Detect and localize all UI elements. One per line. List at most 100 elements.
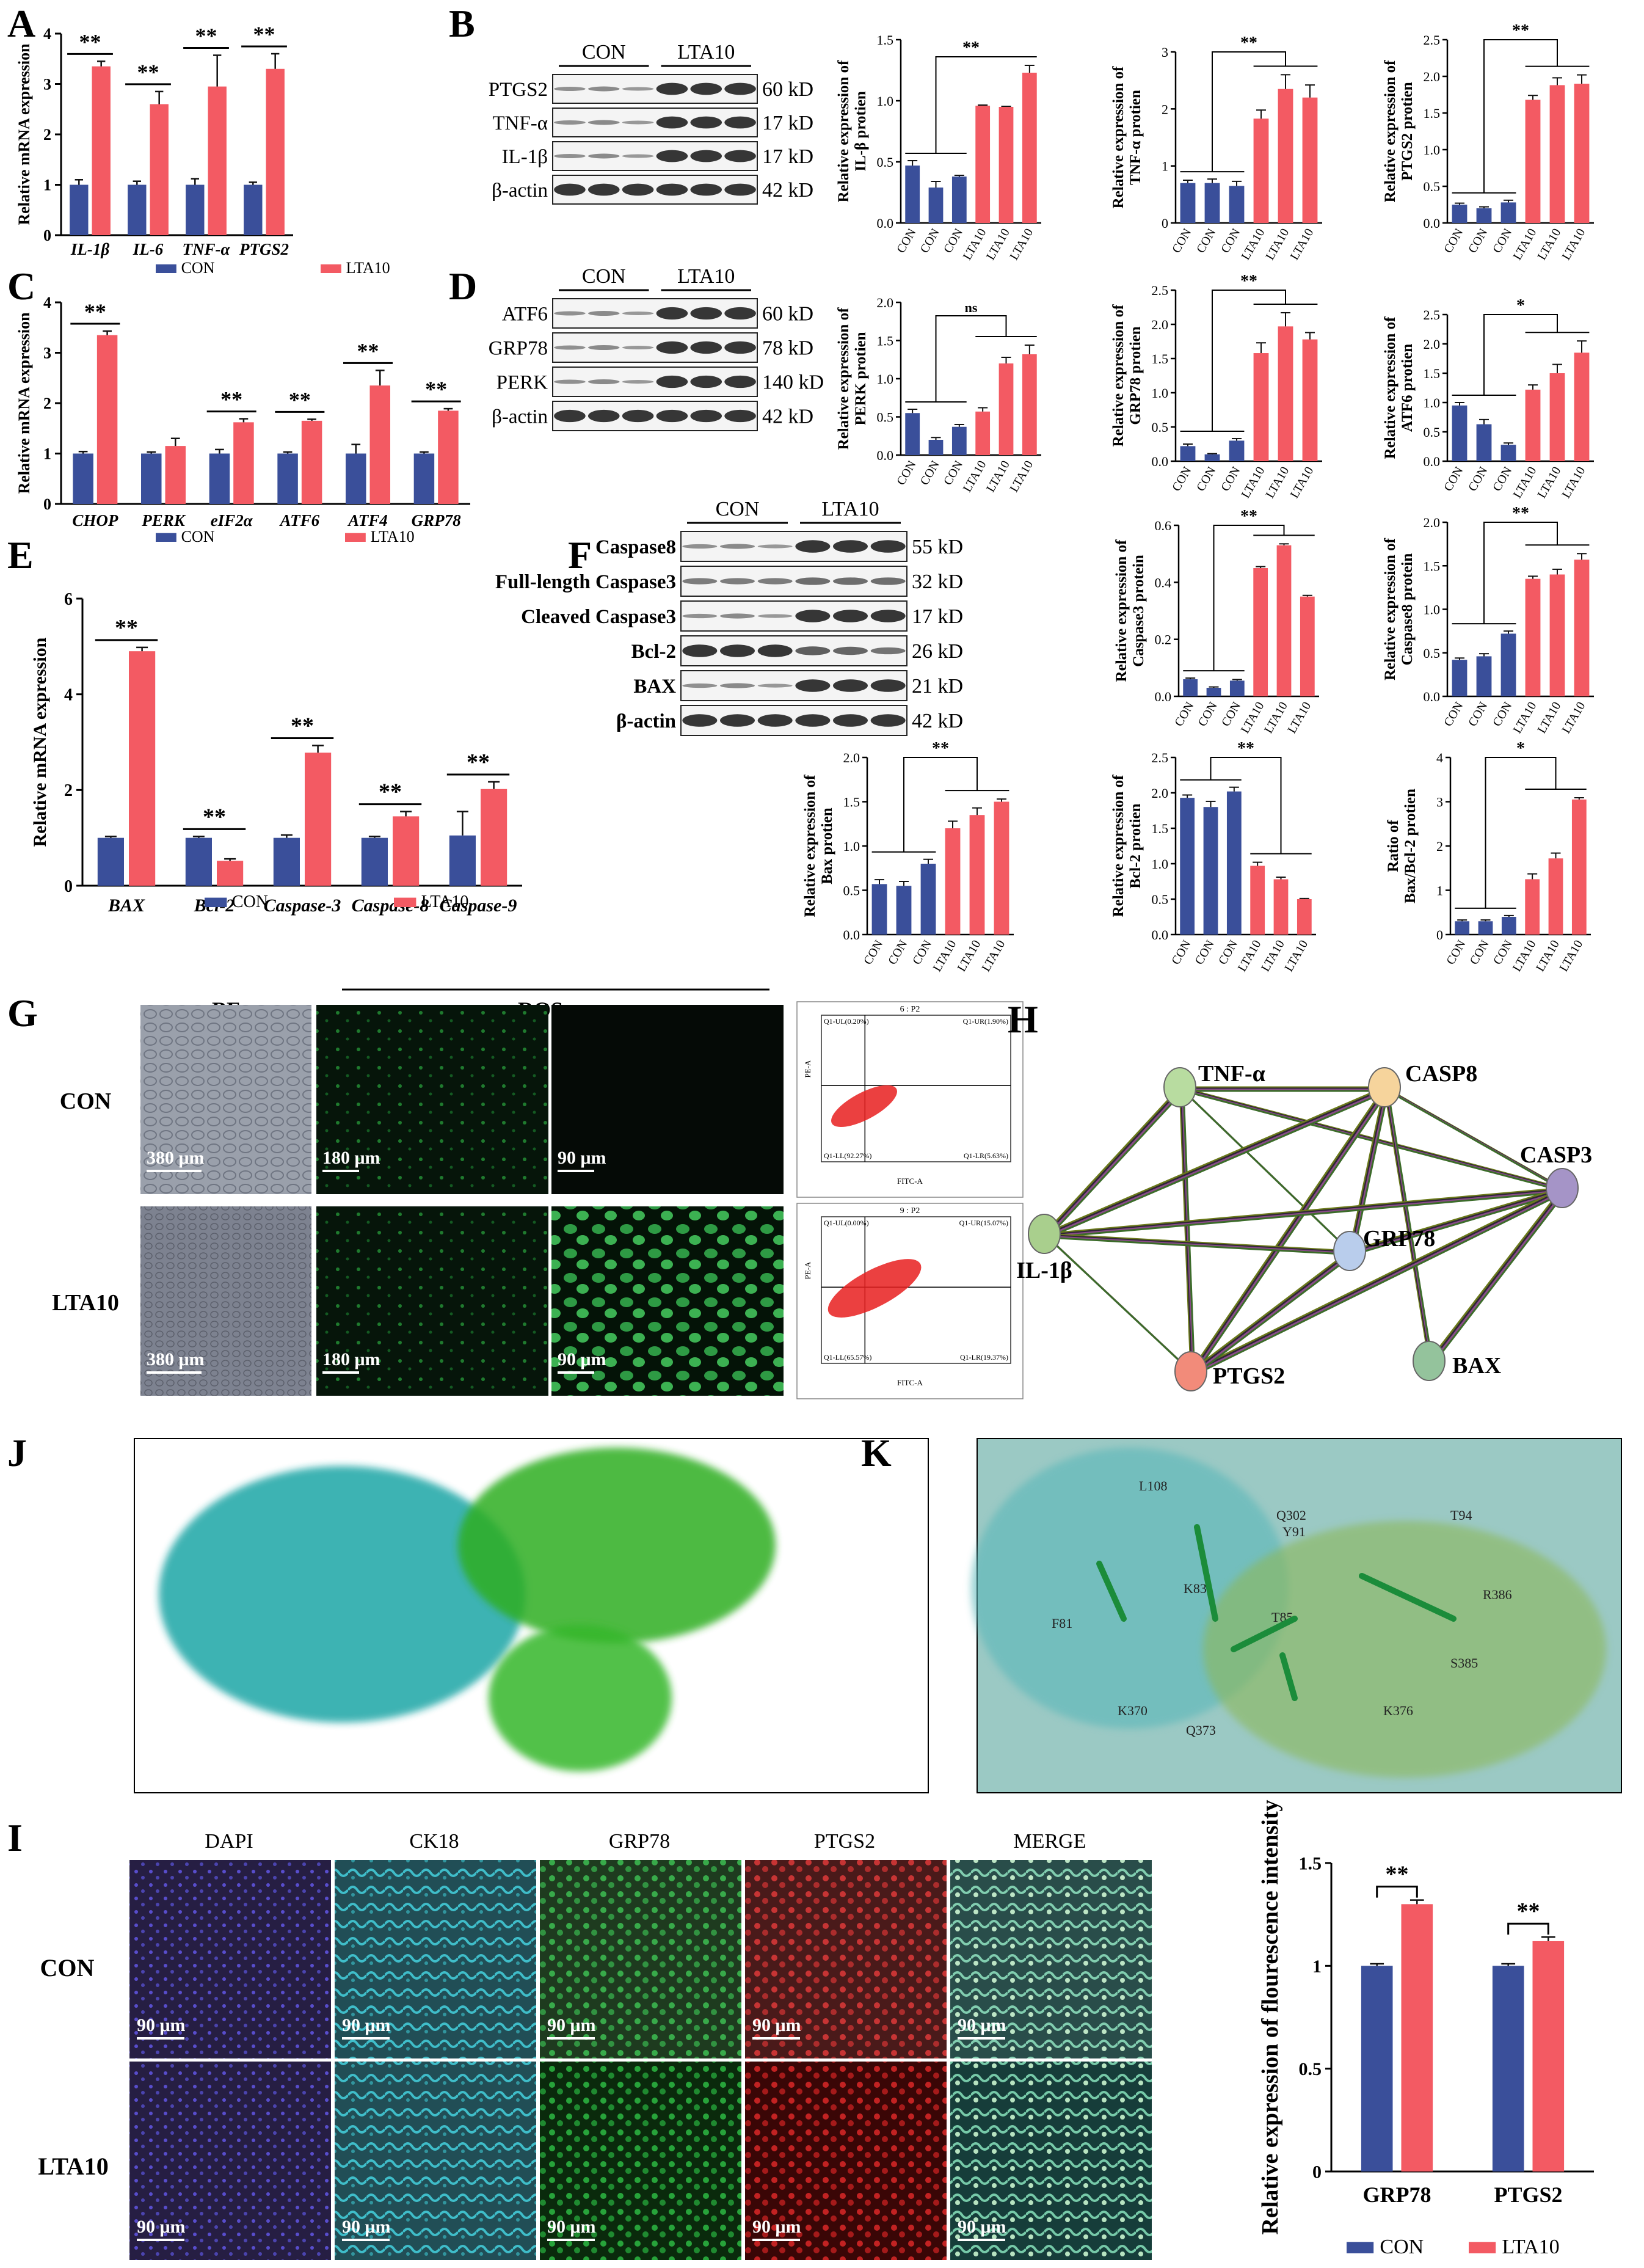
y-tick-label-D3: 1.0 [1424,395,1441,410]
sig-mark-F1: ** [1240,507,1257,526]
blot-header-con: CON [582,41,626,64]
y-tick-label-A: 2 [43,126,51,144]
y-tick-label-B3: 0.0 [1424,216,1441,231]
blot-strip [552,74,758,104]
ros-fluorescence-image [316,1206,548,1396]
x-tick-label-D2: CON [1218,465,1243,494]
y-tick-label-F4: 2.0 [1152,786,1169,801]
y-tick-label-F2: 0.0 [1424,689,1441,704]
if-column-title: GRP78 [609,1830,670,1853]
x-tick-label-D1: CON [894,459,918,488]
blot-band [795,714,831,727]
sig-bracket-B2 [1212,51,1286,172]
x-tick-label-F4: CON [1193,938,1217,968]
x-tick-label-F3: LTA10 [955,938,984,974]
blot-band [622,311,654,316]
y-tick-label-D2: 1.0 [1152,385,1169,401]
bar-F1-CON [1229,680,1245,696]
bar-F3-LTA10 [994,801,1009,935]
bar-E-LTA10 [393,816,420,886]
legend-swatch-con [156,264,176,273]
blot-protein-label: GRP78 [489,338,548,360]
y-tick-label-C: 3 [43,345,51,362]
category-label-C: ATF6 [279,511,320,530]
network-edge [1190,1187,1563,1373]
bar-D3-CON [1500,445,1516,461]
if-column-title: PTGS2 [814,1830,875,1853]
bar-D3-CON [1476,424,1492,461]
network-edge [1047,1191,1566,1239]
blot-kd-label: 17 kD [912,605,963,628]
blot-kd-label: 55 kD [912,536,963,558]
y-tick-label-F4: 1.5 [1152,821,1169,836]
y-tick-label-F2: 1.5 [1424,558,1441,574]
flow-plot-area [821,1216,1011,1364]
bar-A-LTA10 [266,68,285,235]
x-tick-label-D3: CON [1490,465,1515,494]
y-tick-label-E: 4 [64,685,73,704]
scale-bar-label: 90 μm [752,2217,801,2237]
y-axis-label-B2: Relative expression of [1110,66,1127,209]
bar-B2-LTA10 [1253,119,1269,223]
blot-header-lta: LTA10 [677,265,735,288]
x-tick-label-F5: CON [1468,938,1492,968]
bar-B2-LTA10 [1278,89,1293,223]
flow-q-ur: Q1-UR(15.07%) [959,1219,1008,1227]
blot-kd-label: 21 kD [912,675,963,698]
bar-F4-CON [1180,798,1195,935]
sig-mark-C: ** [220,387,242,412]
scale-bar-label: 90 μm [547,2015,596,2035]
sig-mark-I: ** [1386,1862,1409,1887]
y-tick-label-I: 1 [1312,1956,1322,1977]
x-tick-label-D1: LTA10 [984,459,1013,495]
x-tick-label-D1: CON [941,459,966,488]
protein-structure-green-helix [489,1625,672,1771]
blot-kd-label: 17 kD [762,112,813,134]
x-tick-label-F1: LTA10 [1285,700,1314,736]
y-tick-label-B2: 0 [1162,216,1168,231]
panel-label-F: F [568,533,592,577]
x-tick-label-D3: LTA10 [1535,465,1564,501]
y-tick-label-A: 3 [43,76,51,93]
y-axis-label-B3-2: PTGS2 protien [1399,82,1416,180]
blot-band [587,153,620,159]
y-tick-label-F2: 0.5 [1424,646,1441,661]
y-tick-label-D3: 2.5 [1424,307,1441,323]
x-tick-label-F1: CON [1172,700,1196,729]
bar-F1-CON [1206,688,1221,696]
x-tick-label-B3: CON [1441,227,1466,256]
if-image-dapi [129,2062,331,2260]
blot-strip [680,531,907,562]
bar-F2-LTA10 [1525,578,1541,696]
y-tick-label-B3: 0.5 [1424,179,1441,194]
y-tick-label-C: 2 [43,395,51,412]
bar-D2-CON [1180,446,1196,461]
y-tick-label-D1: 0.0 [877,448,894,463]
network-edge [1045,1234,1351,1253]
blot-band [622,87,654,91]
x-tick-label-B3: LTA10 [1560,227,1588,263]
blot-kd-label: 26 kD [912,640,963,663]
blot-band [682,683,718,688]
if-row-label: LTA10 [38,2153,109,2180]
blot-band [757,644,793,657]
network-edge [1182,1090,1196,1376]
if-image-merge [950,1860,1152,2058]
bar-B2-CON [1229,186,1245,223]
blot-band [870,647,906,655]
blot-band [757,714,793,727]
y-tick-label-B1: 1.0 [877,93,894,109]
residue-label: K83 [1184,1581,1207,1596]
sig-mark-B2: ** [1240,34,1257,53]
blot-band [656,116,688,129]
y-axis-label-D1-2: PERK protien [853,332,869,425]
network-edge [1428,1187,1563,1362]
bar-F5-CON [1478,921,1493,935]
sig-mark-B3: ** [1512,21,1529,40]
network-edge [1384,1088,1431,1363]
y-tick-label-B2: 1 [1162,159,1168,174]
x-tick-label-B2: CON [1169,227,1194,256]
blot-band [554,183,586,196]
if-column-title: CK18 [409,1830,459,1853]
residue-stick [1279,1652,1298,1701]
